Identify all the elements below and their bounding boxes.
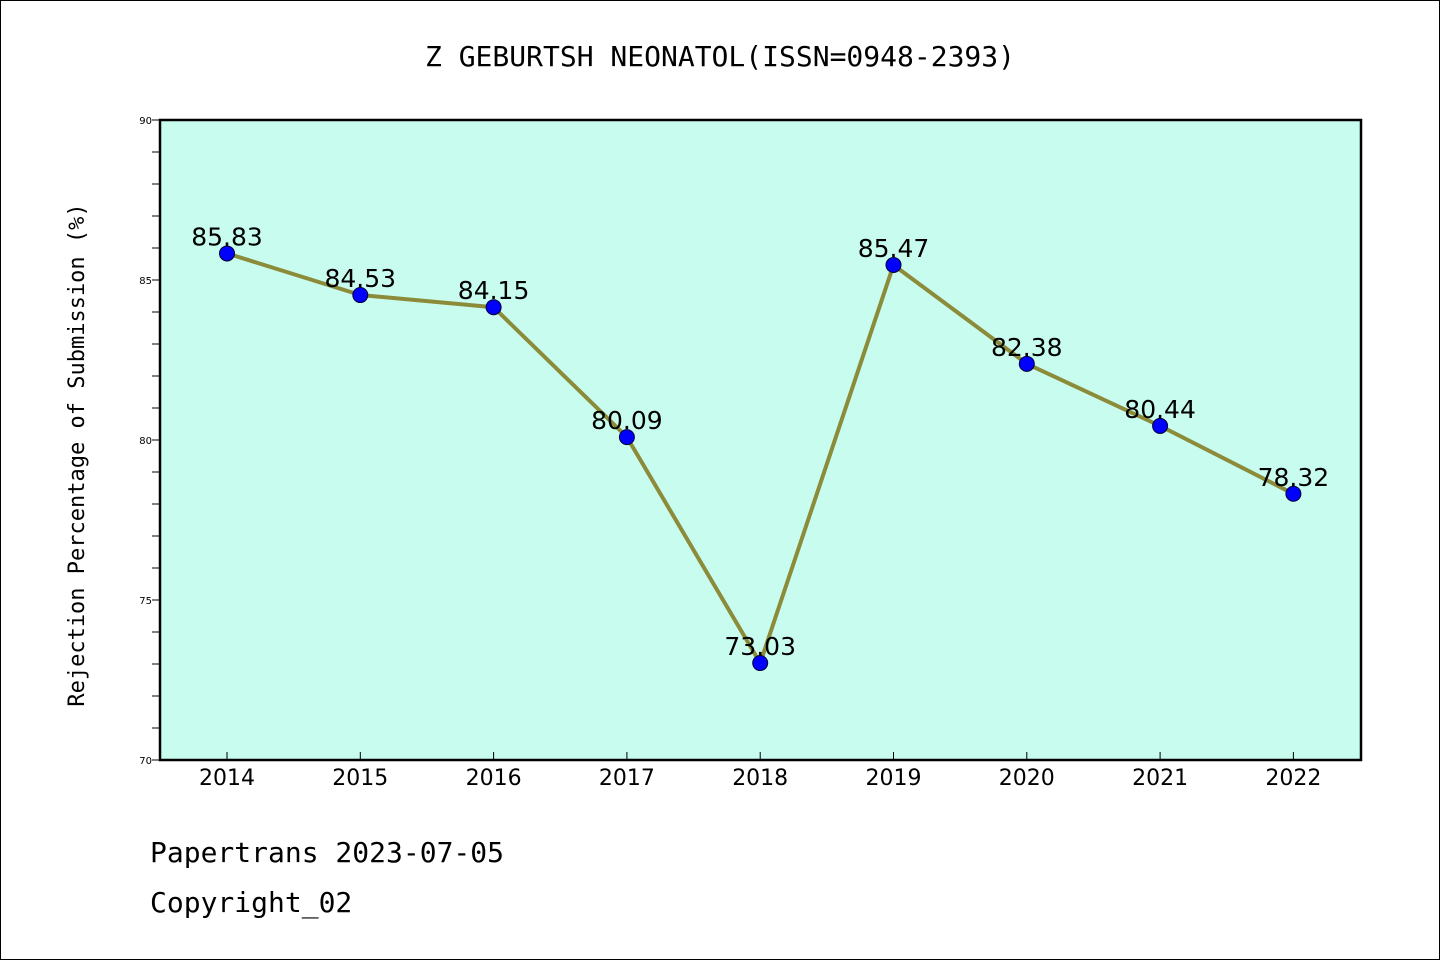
y-axis-label: Rejection Percentage of Submission (%): [65, 203, 90, 706]
data-point: [1018, 355, 1035, 372]
y-tick-label: 75: [139, 596, 152, 607]
x-tick-label: 2017: [599, 766, 655, 791]
y-tick-label: 80: [139, 436, 152, 447]
data-point: [1285, 485, 1302, 502]
data-label: 85.83: [191, 222, 263, 251]
data-point: [885, 256, 902, 273]
data-point: [1152, 417, 1169, 434]
data-point: [219, 245, 235, 262]
y-tick-label: 90: [139, 116, 152, 127]
plot-area: [160, 120, 1361, 760]
data-label: 80.44: [1124, 395, 1196, 424]
data-label: 84.53: [325, 264, 397, 293]
data-label: 82.38: [991, 333, 1063, 362]
y-tick-label: 70: [139, 756, 152, 767]
plot-border: [158, 118, 1363, 762]
axis-ticks: [152, 119, 1294, 761]
data-label: 73.03: [724, 632, 796, 661]
x-tick-label: 2020: [999, 766, 1055, 791]
data-label: 78.32: [1258, 463, 1330, 492]
x-tick-label: 2021: [1132, 766, 1188, 791]
data-point: [752, 655, 769, 672]
y-tick-labels: 70 75 80 85 90: [139, 116, 152, 767]
data-label: 84.15: [458, 276, 530, 305]
x-tick-label: 2014: [199, 766, 255, 791]
footer-publisher-date: Papertrans 2023-07-05: [150, 836, 505, 869]
x-tick-label: 2018: [732, 766, 788, 791]
data-point: [485, 299, 502, 316]
data-label: 80.09: [591, 406, 663, 435]
footer-copyright: Copyright_02: [150, 886, 353, 919]
x-tick-label: 2015: [332, 766, 388, 791]
x-tick-label: 2016: [466, 766, 522, 791]
data-labels: 85.83 84.53 84.15 80.09 73.03 85.47 82.38 80.44…: [191, 222, 1329, 661]
chart-title: Z GEBURTSH NEONATOL(ISSN=0948-2393): [425, 40, 1015, 73]
x-tick-labels: 2014 2015 2016 2017 2018 2019 2020 2021 2022: [199, 766, 1321, 791]
data-point: [618, 429, 635, 446]
data-point: [352, 287, 369, 304]
x-tick-label: 2019: [866, 766, 922, 791]
data-label: 85.47: [858, 234, 930, 263]
data-points: [219, 245, 1302, 672]
y-tick-label: 85: [139, 276, 152, 287]
x-tick-label: 2022: [1265, 766, 1321, 791]
